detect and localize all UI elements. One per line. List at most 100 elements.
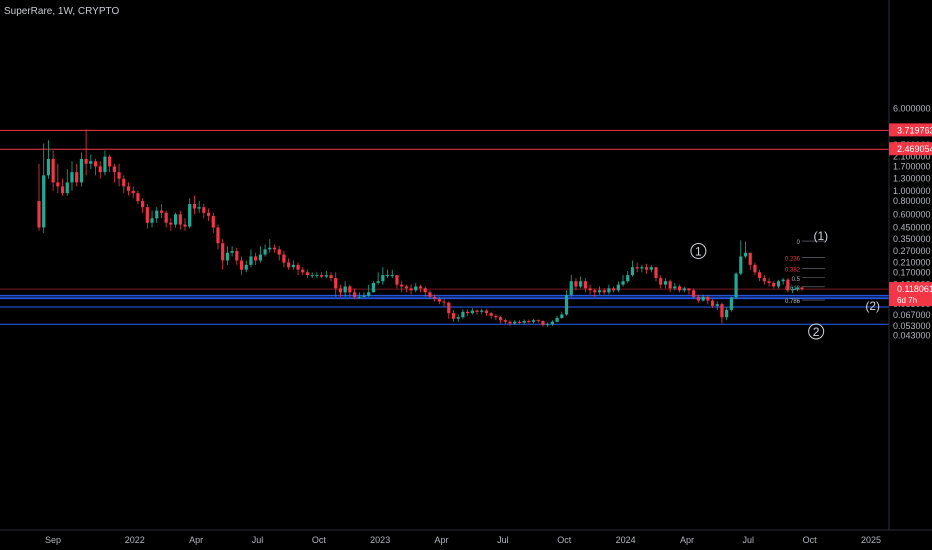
candle [692,288,696,300]
y-tick-label: 0.800000 [893,196,931,206]
x-tick-label: Sep [45,535,61,545]
candle [117,163,121,187]
candle-body [536,320,540,322]
candle-body [734,273,738,298]
candle-body [108,156,112,167]
candle [244,260,248,273]
bar-countdown-text: 6d 7h [897,296,917,305]
candle [371,281,376,293]
candle-body [225,252,229,261]
candle-body [503,320,507,322]
candle [315,272,319,279]
candle-body [791,289,795,291]
candle-body [150,218,154,223]
candle [258,246,262,263]
candle-body [640,267,644,269]
candle [602,288,606,295]
candle [626,270,630,283]
candle [498,315,503,324]
candle-body [173,214,178,225]
candle-body [546,324,550,326]
candle [239,256,244,276]
candle-body [673,286,677,289]
candle [320,272,324,279]
horizontal-lines [0,129,889,325]
candle [494,314,498,321]
candle [640,264,644,273]
candle [70,161,74,191]
candle-body [588,288,592,291]
candle-body [362,295,366,297]
candle-body [51,158,55,183]
candle-body [141,201,145,208]
candle [56,163,60,194]
candle [141,198,145,213]
candle [466,309,470,316]
candle [772,281,776,289]
candle-body [748,252,752,265]
candle-body [263,249,267,255]
candle [221,239,225,270]
x-tick-label: Jul [497,535,509,545]
candle-body [315,275,319,277]
time-axis[interactable]: Sep 2022 Apr Jul Oct 2023 Apr Jul Oct 2024 Apr Jul O… [45,535,881,545]
candle [324,270,328,279]
candle [475,309,479,315]
candle-body [376,281,380,283]
candle [513,320,517,326]
candle-body [272,247,277,250]
x-tick-label: Apr [680,535,694,545]
candle-body [612,288,616,291]
candle [550,320,554,326]
candle-body [126,186,131,191]
candle-body [484,310,489,314]
candle [715,301,719,310]
candle-body [390,275,394,277]
candles [37,129,804,327]
candle-body [70,172,74,183]
candle [235,247,239,265]
candle [531,318,536,324]
candle-body [555,317,559,322]
candle [206,208,211,221]
candle [418,284,423,293]
candle [225,246,229,265]
candle-body [677,286,682,291]
candle-body [758,272,762,279]
candle-body [635,267,639,269]
x-tick-label: Oct [312,535,327,545]
candle-body [98,166,102,173]
candle [527,319,531,324]
candle-body [385,275,390,277]
wave-label: (1) [814,229,829,243]
x-tick-label: Oct [803,535,818,545]
candle [216,224,220,250]
y-tick-label: 0.450000 [893,223,931,233]
candle-body [93,161,98,167]
candle-body [79,158,83,183]
candle-body [324,275,328,277]
candle-body [607,288,611,293]
candle [301,267,305,276]
candle-body [541,320,545,326]
candle-body [621,281,625,285]
y-tick-label: 0.067000 [893,310,931,320]
candle [597,286,602,295]
candle [786,278,790,293]
price-labels: 3.719763 2.469054 0.118061 6d 7h [889,123,932,307]
candle [791,286,795,294]
candle-body [301,269,305,273]
candle-body [795,287,799,290]
candle-body [489,313,493,316]
candle-body [409,288,413,291]
candle-body [508,321,512,324]
candle [150,210,154,228]
candle [155,207,159,223]
candle-body [103,156,107,173]
candle-body [89,161,93,164]
candle-body [84,158,88,164]
candle-body [767,281,771,283]
wave-label-circle [690,243,707,260]
candle [277,246,281,261]
